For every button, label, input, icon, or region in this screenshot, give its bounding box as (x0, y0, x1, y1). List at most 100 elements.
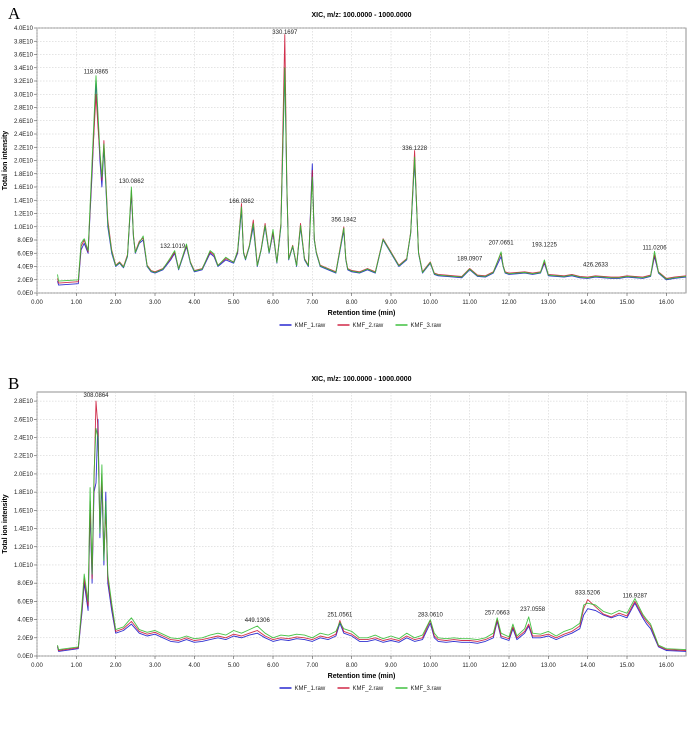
chart-a-ytick-label-17: 3.4E10 (14, 66, 34, 72)
chart-a-xtick-label-2: 2.00 (110, 300, 122, 306)
chart-b-plot-area (36, 391, 687, 657)
chart-a-peak-label-9: 193.1225 (532, 243, 558, 249)
chart-a-peak-label-11: 111.0206 (642, 245, 667, 251)
chart-b-ytick-label-1: 2.0E9 (17, 636, 33, 642)
chart-b-xtick-label-1: 1.00 (70, 663, 82, 669)
chart-b-ytick-label-10: 2.0E10 (14, 472, 34, 478)
chart-a-peak-label-8: 207.0651 (489, 241, 515, 247)
chart-b-ytick-label-4: 8.0E9 (17, 581, 33, 587)
chart-a-xtick-label-9: 9.00 (385, 300, 397, 306)
chart-a-ytick-label-5: 1.0E10 (14, 225, 34, 231)
chart-a-ytick-label-7: 1.4E10 (14, 198, 34, 204)
chart-a-xtick-label-4: 4.00 (188, 300, 200, 306)
chart-a-ytick-label-13: 2.6E10 (14, 119, 34, 125)
chart-b-peak-label-2: 251.0561 (327, 612, 353, 618)
chart-a-legend-label-1: KMF_1.raw (295, 323, 326, 329)
chart-a-series-3-line (57, 67, 687, 282)
chart-b-peak-label-6: 833.5206 (575, 591, 601, 597)
chart-a-ytick-label-0: 0.0E0 (17, 291, 33, 297)
chart-a-ytick-label-1: 2.0E9 (17, 278, 33, 284)
chart-b-ytick-label-14: 2.8E10 (14, 399, 34, 405)
chart-a-ytick-label-19: 3.8E10 (14, 39, 34, 45)
chart-b-xtick-label-9: 9.00 (385, 663, 397, 669)
panel-label-b: B (8, 374, 20, 393)
chart-b-ylabel: Total ion intensity (2, 494, 9, 553)
chart-a-peak-label-2: 132.1019 (160, 244, 186, 250)
chart-b-ytick-label-7: 1.4E10 (14, 527, 34, 533)
chart-a-ytick-label-8: 1.6E10 (14, 185, 34, 191)
chart-a-xtick-label-12: 12.00 (501, 300, 517, 306)
chart-b-xtick-label-8: 8.00 (346, 663, 358, 669)
chart-b-xtick-label-16: 16.00 (659, 663, 675, 669)
chart-b-peak-label-0: 308.0864 (83, 393, 109, 399)
chart-a-ytick-label-2: 4.0E9 (17, 265, 33, 271)
chart-b-title: XIC, m/z: 100.0000 - 1000.0000 (311, 376, 411, 383)
chart-a-ytick-label-16: 3.2E10 (14, 79, 34, 85)
chart-b: XIC, m/z: 100.0000 - 1000.0000 0.0E0 2.0E9… (2, 376, 687, 692)
chart-b-ytick-label-3: 6.0E9 (17, 599, 33, 605)
chart-b-xtick-label-13: 13.00 (541, 663, 557, 669)
chart-a-peak-label-4: 330.1697 (272, 30, 298, 36)
chart-a-xtick-label-3: 3.00 (149, 300, 161, 306)
chart-a-ytick-label-4: 8.0E9 (17, 238, 33, 244)
chart-a-xtick-label-0: 0.00 (31, 300, 43, 306)
chart-a-legend-label-2: KMF_2.raw (353, 323, 384, 329)
chart-a-ytick-label-6: 1.2E10 (14, 212, 34, 218)
chart-b-xtick-label-0: 0.00 (31, 663, 43, 669)
chart-b-legend-label-2: KMF_2.raw (353, 686, 384, 692)
chart-b-xtick-label-10: 10.00 (423, 663, 439, 669)
chart-b-xtick-label-7: 7.00 (306, 663, 318, 669)
chart-b-xtick-label-12: 12.00 (501, 663, 517, 669)
chart-b-series-3-line (57, 427, 687, 651)
chart-a-ytick-label-14: 2.8E10 (14, 106, 34, 112)
chart-b-peak-label-1: 449.1306 (245, 618, 271, 624)
chart-b-xtick-label-3: 3.00 (149, 663, 161, 669)
chart-a-xlabel: Retention time (min) (328, 310, 396, 317)
chart-a-xtick-label-15: 15.00 (619, 300, 635, 306)
chart-a-legend-label-3: KMF_3.raw (411, 323, 442, 329)
chart-b-xtick-label-6: 6.00 (267, 663, 279, 669)
chart-b-legend-label-3: KMF_3.raw (411, 686, 442, 692)
chart-b-ytick-label-13: 2.6E10 (14, 417, 34, 423)
chart-a: XIC, m/z: 100.0000 - 1000.0000 0.0E0 2.0E9… (2, 12, 687, 329)
chart-a-peak-label-3: 166.0862 (229, 199, 255, 205)
chart-b-peak-label-4: 257.0663 (485, 611, 511, 617)
chart-a-ytick-label-15: 3.0E10 (14, 92, 34, 98)
chart-b-xtick-label-11: 11.00 (462, 663, 477, 669)
chart-b-xtick-label-2: 2.00 (110, 663, 122, 669)
panel-label-a: A (8, 4, 21, 23)
chart-a-peak-label-1: 130.0862 (119, 179, 145, 185)
chart-a-ytick-label-3: 6.0E9 (17, 251, 33, 257)
chart-b-xtick-label-15: 15.00 (619, 663, 635, 669)
chart-b-ytick-label-11: 2.2E10 (14, 454, 34, 460)
chart-a-peak-label-6: 336.1228 (402, 146, 428, 152)
chart-a-xtick-label-11: 11.00 (462, 300, 477, 306)
chart-b-ytick-label-12: 2.4E10 (14, 436, 34, 442)
chart-b-ytick-label-6: 1.2E10 (14, 545, 34, 551)
chart-b-ytick-label-2: 4.0E9 (17, 618, 33, 624)
chart-a-xtick-label-10: 10.00 (423, 300, 439, 306)
chart-a-xtick-label-7: 7.00 (306, 300, 318, 306)
chart-a-ylabel: Total ion intensity (2, 131, 9, 190)
chart-a-peak-label-5: 356.1842 (331, 217, 357, 223)
chart-a-xtick-label-13: 13.00 (541, 300, 557, 306)
chart-a-xtick-label-1: 1.00 (70, 300, 82, 306)
chart-b-ytick-label-8: 1.6E10 (14, 508, 34, 514)
chart-b-series-1-line (57, 418, 687, 652)
chart-b-xtick-label-4: 4.00 (188, 663, 200, 669)
chart-a-ytick-label-11: 2.2E10 (14, 145, 34, 151)
chart-b-ytick-label-0: 0.0E0 (17, 654, 33, 660)
chart-a-peak-label-10: 426.2633 (583, 262, 609, 268)
chart-a-xtick-label-6: 6.00 (267, 300, 279, 306)
chart-a-ytick-label-10: 2.0E10 (14, 159, 34, 165)
chart-b-peak-label-3: 283.0610 (418, 612, 444, 618)
chart-a-xtick-label-8: 8.00 (346, 300, 358, 306)
chart-b-peak-label-5: 237.0558 (520, 607, 546, 613)
chart-a-ytick-label-12: 2.4E10 (14, 132, 34, 138)
chart-a-peak-label-0: 118.0865 (84, 70, 109, 76)
chart-a-title: XIC, m/z: 100.0000 - 1000.0000 (311, 12, 411, 19)
chart-b-xlabel: Retention time (min) (328, 673, 396, 680)
chart-a-ytick-label-9: 1.8E10 (14, 172, 34, 178)
chart-a-peak-label-7: 189.0907 (457, 257, 483, 263)
chart-b-xtick-label-14: 14.00 (580, 663, 596, 669)
